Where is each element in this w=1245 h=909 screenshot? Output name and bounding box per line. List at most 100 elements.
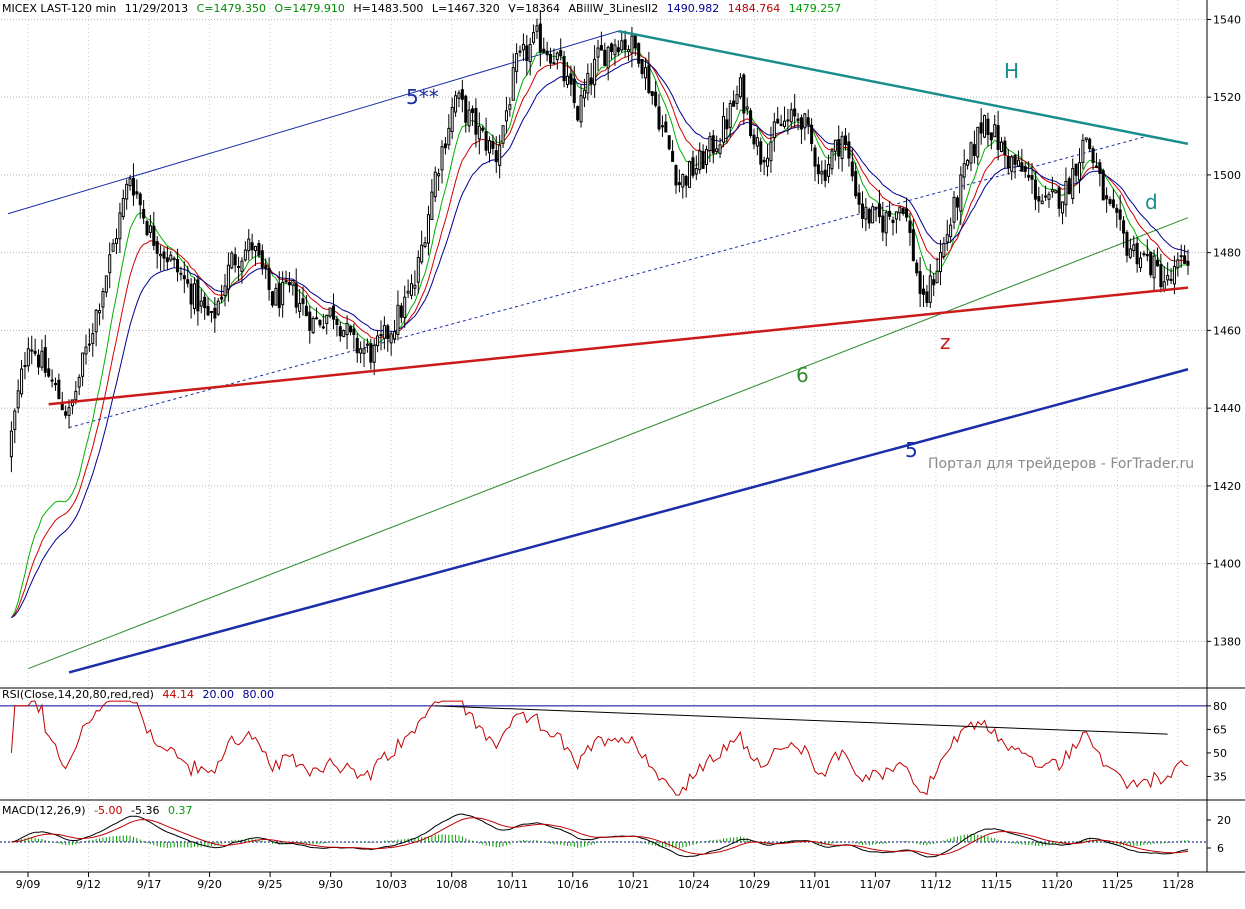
candle <box>399 305 403 318</box>
time-tick-label: 11/01 <box>799 878 831 891</box>
candle <box>972 144 976 156</box>
candle <box>623 39 627 50</box>
time-tick-label: 9/17 <box>137 878 162 891</box>
candle <box>528 44 532 63</box>
candle <box>270 291 274 306</box>
candle <box>67 407 71 416</box>
candle <box>135 191 139 195</box>
candle <box>172 257 176 261</box>
candle <box>905 208 909 218</box>
candle <box>332 305 336 320</box>
candle <box>13 410 17 430</box>
candle <box>620 40 624 51</box>
candle <box>145 221 149 235</box>
candle <box>1057 187 1061 209</box>
candle <box>959 174 963 212</box>
candle <box>64 411 68 416</box>
macd-tick-label: 20 <box>1217 814 1231 827</box>
candle <box>274 287 278 306</box>
price-tick-label: 1460 <box>1213 324 1241 337</box>
candle <box>426 214 430 244</box>
candle <box>776 118 780 124</box>
candle <box>1139 257 1143 269</box>
candle <box>1020 162 1024 172</box>
candle <box>969 142 973 164</box>
candle <box>1040 200 1044 205</box>
candle <box>138 193 142 206</box>
candle <box>1172 266 1176 285</box>
candle <box>484 131 488 151</box>
candle <box>769 141 773 162</box>
candle <box>189 283 193 305</box>
candle <box>728 102 732 128</box>
rsi-line <box>10 700 1189 796</box>
candle <box>1098 162 1102 174</box>
candle <box>521 43 525 51</box>
candle <box>152 225 156 246</box>
candle <box>586 72 590 94</box>
candle <box>223 285 227 297</box>
candle <box>1033 179 1037 200</box>
candle <box>983 115 987 138</box>
candle <box>576 106 580 121</box>
time-tick-label: 11/15 <box>981 878 1013 891</box>
time-tick-label: 11/28 <box>1162 878 1194 891</box>
candle <box>796 118 800 121</box>
price-tick-label: 1400 <box>1213 558 1241 571</box>
volume-text: V=18364 <box>508 2 560 15</box>
candle <box>1030 175 1034 180</box>
candle <box>782 120 787 127</box>
candle <box>552 62 556 65</box>
candle <box>335 318 339 326</box>
candle <box>840 135 844 159</box>
candle <box>562 56 566 82</box>
candle <box>443 143 447 149</box>
candle <box>976 126 980 158</box>
price-tick-label: 1440 <box>1213 402 1241 415</box>
candle <box>1077 162 1082 181</box>
candles <box>9 9 1190 473</box>
candle <box>508 104 512 110</box>
candle <box>654 91 658 106</box>
candle <box>674 165 678 186</box>
candle <box>409 283 414 296</box>
rsi-tick-label: 80 <box>1213 700 1227 713</box>
candle <box>718 144 722 154</box>
candle <box>114 238 119 244</box>
candle <box>752 134 756 145</box>
candle <box>494 150 498 163</box>
candle <box>1115 207 1119 213</box>
candle <box>833 139 837 152</box>
ma-green-line <box>10 47 1188 618</box>
candle <box>33 350 37 354</box>
candle <box>979 122 983 134</box>
time-tick-label: 10/29 <box>738 878 770 891</box>
candle <box>721 115 725 143</box>
candle <box>803 113 807 129</box>
candle <box>199 300 203 307</box>
candle <box>1013 154 1017 165</box>
candle <box>213 307 217 319</box>
candle <box>813 147 817 167</box>
time-tick-label: 9/20 <box>197 878 222 891</box>
candle <box>389 333 393 344</box>
candle <box>504 110 508 122</box>
candle <box>50 379 54 382</box>
candle <box>81 352 85 377</box>
candle <box>321 326 325 329</box>
candle <box>593 58 597 86</box>
candle <box>1166 275 1170 281</box>
candle <box>308 311 312 331</box>
candle <box>457 92 461 99</box>
macd-hist: 0.37 <box>167 804 193 817</box>
candle <box>911 229 915 261</box>
candle <box>243 249 247 261</box>
candle <box>328 307 332 317</box>
candle <box>1074 163 1078 176</box>
candle <box>789 109 793 123</box>
macd-signal-line <box>11 817 1189 856</box>
candle <box>376 335 380 347</box>
candle <box>766 157 770 167</box>
candle <box>413 284 417 289</box>
